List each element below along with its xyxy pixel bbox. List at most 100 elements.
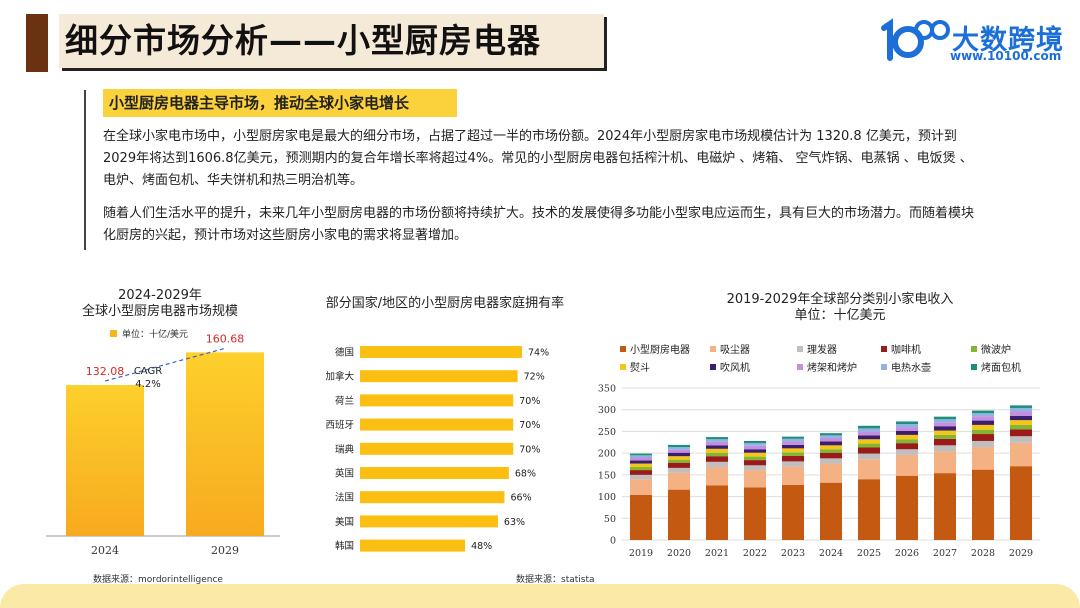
chart3-bar-segment (819, 433, 843, 436)
chart3-title-block: 2019-2029年全球部分类别小家电收入 单位：十亿美元 (680, 292, 1000, 324)
chart3-bar-segment (895, 439, 919, 444)
chart3-bar-segment (705, 439, 729, 442)
chart3-bar-segment (1009, 411, 1033, 416)
chart2-value-label: 70% (519, 444, 540, 455)
chart1-bar-2024 (66, 385, 144, 536)
chart3-bar-segment (667, 462, 691, 468)
chart2-bar-荷兰 (360, 394, 514, 407)
chart3-legend-label: 小型厨房电器 (630, 343, 690, 356)
chart3-bar-segment (629, 453, 653, 456)
chart3-ytick-label: 150 (598, 470, 616, 481)
chart3-bar-segment (667, 472, 691, 490)
chart3-legend-swatch (710, 346, 716, 352)
chart3-bar-segment (971, 410, 995, 414)
chart3-legend-swatch (710, 364, 716, 370)
chart3-legend-swatch (881, 346, 887, 352)
section-heading: 小型厨房电器主导市场，推动全球小家电增长 (103, 89, 457, 117)
chart3-legend-label: 微波炉 (981, 343, 1011, 356)
chart3-bar-segment (857, 428, 881, 432)
chart3-bar-segment (819, 452, 843, 459)
chart3-bar-segment (781, 484, 805, 540)
chart3-bar-segment (857, 453, 881, 460)
chart3-bar-segment (1009, 405, 1033, 408)
chart3-bar-segment (667, 489, 691, 540)
chart2-category-label: 韩国 (335, 540, 354, 552)
chart3-bar-segment (819, 482, 843, 540)
chart3-bar-segment (705, 437, 729, 440)
chart3-xtick-label: 2024 (819, 548, 843, 559)
chart3-bar-segment (667, 447, 691, 450)
chart2-bar-加拿大 (360, 370, 518, 383)
chart3-bar-segment (629, 467, 653, 471)
chart3-bar-segment (819, 458, 843, 464)
chart3-bar-segment (667, 456, 691, 460)
chart3-legend-swatch (620, 346, 626, 352)
chart3-bar-segment (1009, 424, 1033, 430)
chart3-bar-segment (743, 465, 767, 471)
chart3-bar-segment (933, 473, 957, 540)
chart3-bar-segment (895, 443, 919, 450)
chart3-ytick-label: 350 (598, 384, 616, 395)
chart2-value-label: 74% (528, 348, 549, 359)
chart3-legend-label: 咖啡机 (891, 343, 921, 356)
chart2-bar-英国 (360, 467, 509, 479)
10100-logo-mark-icon (881, 18, 950, 61)
chart3-bar-segment (629, 479, 653, 495)
footer-band (0, 584, 1080, 608)
chart3-bar-segment (743, 470, 767, 488)
chart2-value-label: 70% (519, 420, 540, 431)
chart3-legend-label: 吸尘器 (720, 344, 750, 356)
chart3-bar-segment (705, 485, 729, 540)
chart3-bar-segment (705, 448, 729, 453)
chart1-legend: 单位：十亿/美元 (122, 328, 188, 340)
chart3-bar-segment (895, 430, 919, 435)
chart3-bar-segment (629, 463, 653, 468)
chart3-bar-segment (971, 416, 995, 421)
chart2-value-label: 66% (510, 493, 531, 504)
chart3-ytick-label: 250 (598, 427, 616, 438)
chart1-title-block: 2024-2029年 全球小型厨房电器市场规模 (60, 288, 260, 320)
chart3-bar-segment (705, 456, 729, 462)
chart3-ytick-label: 0 (610, 536, 616, 547)
chart2-bar-美国 (360, 515, 498, 528)
chart2-bar-法国 (360, 491, 505, 504)
title-bar: 细分市场分析——小型厨房电器 (26, 14, 604, 72)
chart3-bar-segment (629, 455, 653, 458)
chart3-ytick-label: 100 (598, 492, 616, 503)
chart3-bar-segment (933, 445, 957, 452)
chart3-bar-segment (629, 474, 653, 480)
intro-paragraph-1: 在全球小家电市场中，小型厨房家电是最大的细分市场，占据了超过一半的市场份额。20… (103, 129, 973, 188)
chart3-legend-swatch (797, 346, 803, 352)
chart3-bar-segment (971, 447, 995, 470)
chart3-xtick-label: 2020 (667, 548, 691, 559)
chart3-bar-segment (971, 440, 995, 448)
chart3-bar-segment (781, 461, 805, 467)
chart3-bar-segment (781, 444, 805, 449)
chart1-value-label: 160.68 (206, 332, 245, 345)
chart3-bar-segment (705, 452, 729, 457)
chart3-bar-segment (743, 460, 767, 466)
chart3-legend-label: 电热水壶 (891, 361, 931, 374)
chart3-legend-label: 烤面包机 (981, 361, 1021, 374)
chart2-category-label: 美国 (335, 516, 354, 528)
chart3-bar-segment (933, 434, 957, 439)
chart3-bar-segment (667, 449, 691, 453)
chart3-bar-segment (819, 441, 843, 446)
chart2-source: 数据来源：statista (516, 575, 595, 585)
chart3-bar-segment (629, 470, 653, 475)
chart3-bar-segment (971, 424, 995, 430)
chart3-bar-segment (667, 452, 691, 457)
chart3-legend-swatch (971, 364, 977, 370)
chart3-bar-segment (667, 459, 691, 463)
chart3-bar-segment (1009, 407, 1033, 412)
chart3-bar-segment (819, 435, 843, 438)
chart2-value-label: 70% (519, 396, 540, 407)
chart3-bar-segment (895, 424, 919, 428)
chart3-bar-segment (933, 422, 957, 427)
chart3-bar-segment (743, 487, 767, 540)
title-accent (26, 14, 48, 72)
chart3-legend-swatch (620, 364, 626, 370)
chart3-bar-segment (933, 430, 957, 435)
chart3-bar-segment (781, 452, 805, 456)
chart3-bar-segment (933, 451, 957, 474)
